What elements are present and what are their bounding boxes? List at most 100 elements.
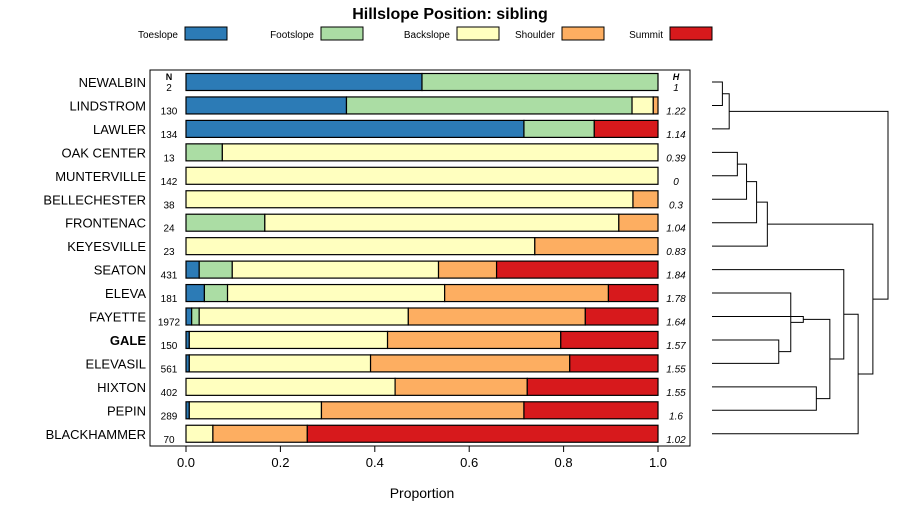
bar-segment-footslope xyxy=(203,283,229,303)
bar-segment-toeslope xyxy=(185,96,348,115)
bar-row-lindstrom: LINDSTROM 130 1.22 xyxy=(69,96,686,117)
bar-segment-shoulder xyxy=(652,96,659,115)
bar-segment-backslope xyxy=(188,401,323,420)
h-value: 0.83 xyxy=(666,247,686,258)
legend-swatch-footslope xyxy=(320,26,364,41)
n-value: 2 xyxy=(166,83,172,94)
bar-segment-shoulder xyxy=(394,377,528,396)
bar-segment-backslope xyxy=(226,283,446,303)
bar-row-newalbin: NEWALBIN 2 1 xyxy=(79,72,679,94)
n-value: 23 xyxy=(163,247,175,258)
bar-row-lawler: LAWLER 134 1.14 xyxy=(93,119,686,141)
bar-segment-summit xyxy=(584,307,659,326)
h-value: 1.6 xyxy=(669,411,683,422)
bar-segment-footslope xyxy=(345,96,633,115)
dendrogram-link xyxy=(712,269,845,360)
dendrogram-link xyxy=(712,313,859,435)
n-value: 13 xyxy=(163,153,175,164)
bar-segment-footslope xyxy=(185,213,266,232)
bar-segment-toeslope xyxy=(185,283,206,303)
row-label: BELLECHESTER xyxy=(43,192,146,207)
bar-segment-summit xyxy=(560,330,659,350)
bar-segment-backslope xyxy=(185,190,634,209)
x-tick-label: 1.0 xyxy=(649,455,667,470)
bar-segment-summit xyxy=(569,354,659,373)
dendrogram-link xyxy=(712,93,730,130)
h-value: 1.64 xyxy=(666,318,686,329)
h-value: 1.55 xyxy=(666,388,686,399)
h-column-header: H xyxy=(673,72,680,82)
bar-segment-backslope xyxy=(188,354,372,373)
h-value: 1.22 xyxy=(666,106,686,117)
bar-segment-backslope xyxy=(185,166,659,185)
bar-segment-summit xyxy=(306,424,659,443)
bar-segment-backslope xyxy=(185,237,536,256)
bar-segment-summit xyxy=(523,401,659,420)
bar-segment-shoulder xyxy=(534,237,659,256)
bar-row-seaton: SEATON 431 1.84 xyxy=(94,260,686,282)
h-value: 1.02 xyxy=(666,435,686,446)
bar-segment-shoulder xyxy=(618,213,659,232)
h-value: 1.84 xyxy=(666,271,686,282)
h-value: 0.3 xyxy=(669,200,683,211)
bar-segment-summit xyxy=(526,377,659,396)
h-value: 1 xyxy=(673,83,679,94)
h-value: 1.78 xyxy=(666,294,686,305)
n-value: 1972 xyxy=(158,318,181,329)
dendrogram-link xyxy=(712,181,758,224)
n-value: 24 xyxy=(163,224,175,235)
dendrogram-link xyxy=(729,110,889,300)
row-label: HIXTON xyxy=(97,380,146,395)
row-label: NEWALBIN xyxy=(79,75,146,90)
bar-segment-toeslope xyxy=(185,307,193,326)
h-value: 0.39 xyxy=(666,153,686,164)
bar-segment-backslope xyxy=(185,424,214,443)
n-value: 38 xyxy=(163,200,175,211)
bar-segment-backslope xyxy=(185,377,396,396)
legend-label-toeslope: Toeslope xyxy=(138,30,178,41)
n-value: 150 xyxy=(161,341,178,352)
bar-segment-backslope xyxy=(221,143,659,162)
legend-label-footslope: Footslope xyxy=(270,30,314,41)
legend-swatch-toeslope xyxy=(184,26,228,41)
row-label: FAYETTE xyxy=(89,310,146,325)
legend-swatch-shoulder xyxy=(561,26,605,41)
plot-frame xyxy=(149,69,691,447)
bar-segment-backslope xyxy=(631,96,654,115)
bar-segment-shoulder xyxy=(320,401,525,420)
legend-swatch-summit xyxy=(669,26,713,41)
bar-segment-backslope xyxy=(188,330,389,350)
bar-segment-footslope xyxy=(198,260,233,279)
row-label: LAWLER xyxy=(93,122,146,137)
x-axis-label: Proportion xyxy=(390,485,455,501)
row-label: MUNTERVILLE xyxy=(55,169,146,184)
bar-segment-summit xyxy=(593,119,659,139)
bar-row-eleva: ELEVA 181 1.78 xyxy=(105,283,686,305)
row-label: SEATON xyxy=(94,263,146,278)
n-value: 142 xyxy=(161,177,178,188)
bar-segment-shoulder xyxy=(369,354,571,373)
dendrogram-link xyxy=(712,316,804,323)
dendrogram-link xyxy=(712,163,748,200)
row-label: LINDSTROM xyxy=(69,98,146,113)
bar-row-oak-center: OAK CENTER 13 0.39 xyxy=(61,143,686,164)
bar-segment-summit xyxy=(607,283,659,303)
row-label: BLACKHAMMER xyxy=(46,427,146,442)
dendrogram-link xyxy=(803,318,831,400)
bar-row-bellechester: BELLECHESTER 38 0.3 xyxy=(43,190,683,211)
h-value: 1.04 xyxy=(666,224,686,235)
n-value: 402 xyxy=(161,388,178,399)
n-value: 130 xyxy=(161,106,178,117)
dendrogram-link xyxy=(712,201,768,247)
bar-segment-toeslope xyxy=(185,260,200,279)
bar-row-munterville: MUNTERVILLE 142 0 xyxy=(55,166,679,188)
bar-segment-shoulder xyxy=(386,330,562,350)
bar-row-fayette: FAYETTE 1972 1.64 xyxy=(89,307,686,329)
bar-row-blackhammer: BLACKHAMMER 70 1.02 xyxy=(46,424,686,446)
bar-row-pepin: PEPIN 289 1.6 xyxy=(107,401,683,422)
row-label: FRONTENAC xyxy=(65,216,146,231)
bar-segment-backslope xyxy=(231,260,440,279)
n-value: 289 xyxy=(161,411,178,422)
dendrogram xyxy=(712,81,889,435)
